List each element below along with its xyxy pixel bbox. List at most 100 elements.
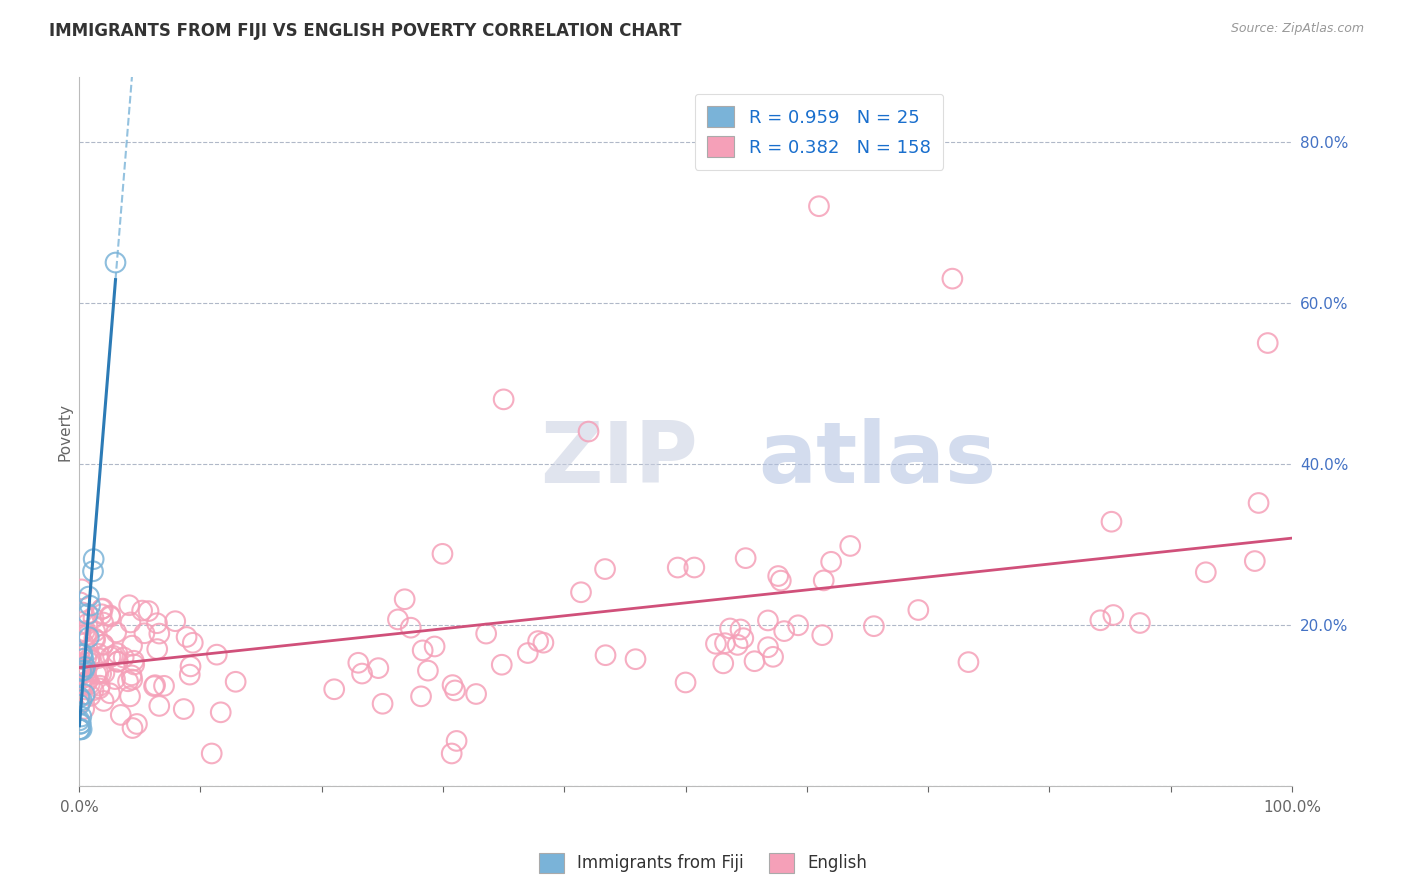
Point [73,678,96,692]
Point [176,630,198,644]
Point [83,552,105,566]
Point [1257,336,1279,351]
Point [811,628,834,642]
Point [87,651,110,665]
Point [399,621,422,635]
Point [72,647,94,661]
Text: IMMIGRANTS FROM FIJI VS ENGLISH POVERTY CORRELATION CHART: IMMIGRANTS FROM FIJI VS ENGLISH POVERTY … [49,22,682,40]
Point [527,634,550,648]
Point [69,695,91,709]
Point [941,271,963,285]
Point [683,560,706,574]
Point [423,640,446,654]
Text: atlas: atlas [758,418,997,501]
Point [90,602,112,616]
Point [516,646,538,660]
Point [531,635,554,649]
Point [83,632,105,646]
Point [120,615,142,630]
Point [70,657,93,671]
Point [86,667,108,681]
Point [72,652,94,666]
Point [75,664,97,678]
Point [813,574,835,588]
Point [744,654,766,668]
Point [118,599,141,613]
Point [773,624,796,639]
Point [76,628,98,642]
Point [121,668,143,682]
Point [98,609,121,624]
Point [73,660,96,674]
Point [624,652,647,666]
Point [593,562,616,576]
Point [79,599,101,613]
Point [347,656,370,670]
Point [125,717,148,731]
Point [69,627,91,641]
Point [73,702,96,716]
Point [69,595,91,609]
Point [440,747,463,761]
Point [205,648,228,662]
Point [69,666,91,681]
Point [756,640,779,655]
Point [107,655,129,669]
Point [67,714,90,728]
Point [201,747,224,761]
Point [350,666,373,681]
Point [112,650,135,665]
Point [820,555,842,569]
Point [105,646,128,660]
Point [1195,566,1218,580]
Point [173,702,195,716]
Point [727,638,749,652]
Point [839,539,862,553]
Point [704,637,727,651]
Point [73,687,96,701]
Point [1102,607,1125,622]
Point [79,650,101,665]
Point [93,666,115,681]
Point [595,648,617,663]
Point [70,677,93,691]
Point [101,648,124,663]
Point [79,656,101,670]
Point [957,655,980,669]
Point [491,657,513,672]
Point [91,638,114,652]
Point [69,667,91,681]
Point [76,616,98,631]
Point [70,709,93,723]
Point [91,615,114,630]
Point [367,661,389,675]
Point [75,628,97,642]
Point [117,674,139,689]
Point [87,647,110,661]
Point [714,636,737,650]
Point [143,678,166,692]
Point [79,652,101,666]
Point [100,649,122,664]
Point [416,664,439,678]
Point [131,604,153,618]
Point [73,637,96,651]
Point [146,616,169,631]
Point [91,601,114,615]
Point [89,681,111,696]
Point [69,625,91,640]
Point [122,654,145,668]
Point [475,626,498,640]
Point [148,626,170,640]
Point [69,723,91,737]
Point [734,551,756,566]
Point [578,425,600,439]
Point [84,632,107,647]
Point [409,690,432,704]
Point [104,672,127,686]
Point [225,674,247,689]
Point [394,592,416,607]
Point [82,683,104,698]
Point [77,630,100,644]
Point [569,585,592,599]
